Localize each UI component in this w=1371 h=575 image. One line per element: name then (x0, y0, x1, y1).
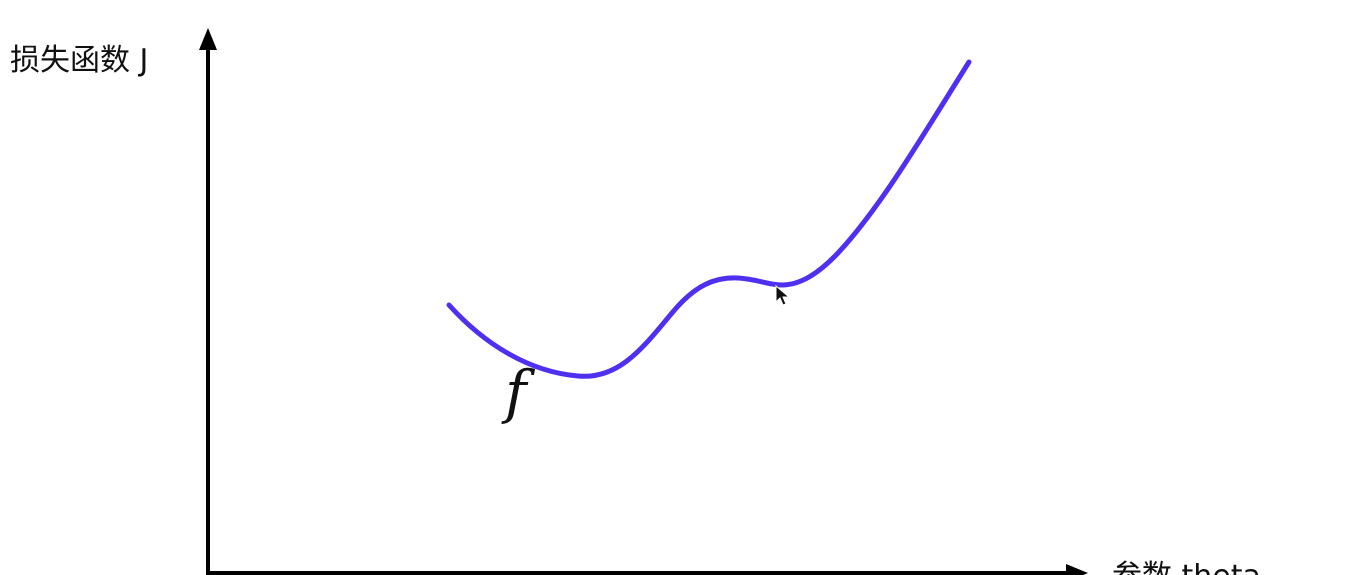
x-axis-arrowhead (1066, 564, 1088, 575)
loss-curve (446, 59, 972, 379)
mouse-cursor-icon (775, 284, 791, 306)
curve-label: f (501, 358, 536, 426)
x-axis-label: 参数 theta (1112, 559, 1261, 575)
y-axis-label: 损失函数 J (10, 43, 148, 78)
y-axis-arrowhead (199, 28, 217, 50)
